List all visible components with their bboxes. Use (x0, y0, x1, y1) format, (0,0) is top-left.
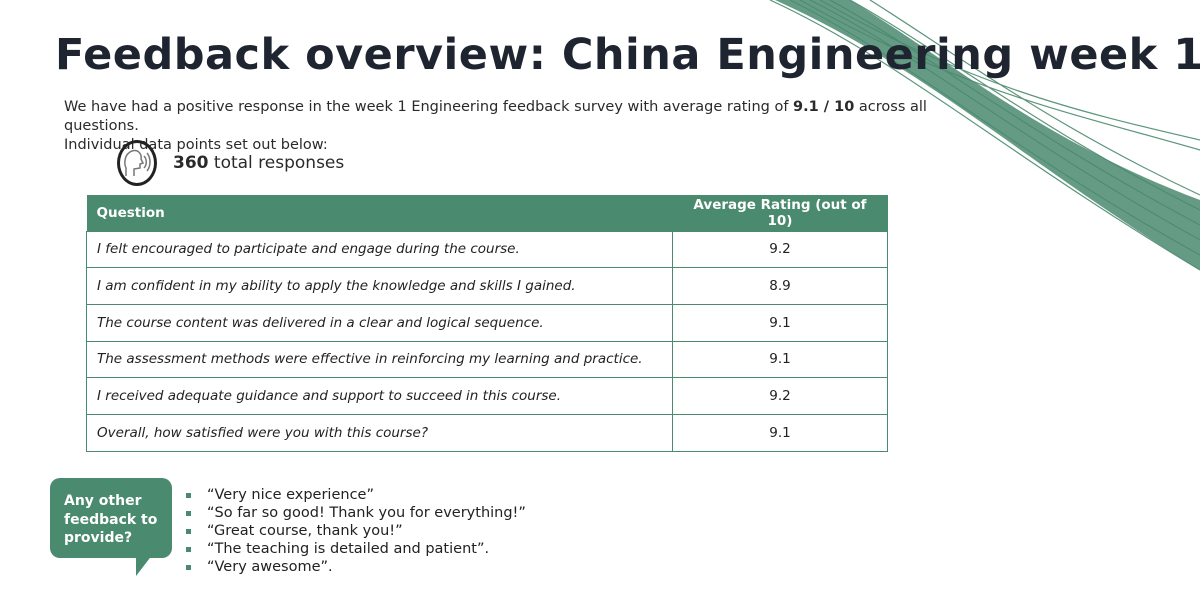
rating: 8.9 (672, 267, 888, 305)
bullet-icon (186, 492, 191, 498)
speech-bubble-tail (136, 550, 156, 576)
question: Overall, how satisfied were you with thi… (86, 413, 673, 452)
bullet-icon (186, 528, 191, 534)
header-question: Question (86, 195, 673, 231)
table-row: The assessment methods were effective in… (86, 340, 888, 379)
question: I felt encouraged to participate and eng… (86, 230, 673, 269)
rating: 9.2 (672, 230, 888, 269)
bullet-icon (186, 510, 191, 516)
header-rating: Average Rating (out of 10) (672, 195, 888, 231)
response-label: total responses (208, 153, 345, 173)
question: The assessment methods were effective in… (86, 340, 673, 379)
ratings-table: Question Average Rating (out of 10) I fe… (86, 195, 888, 452)
list-item: “Very nice experience” (186, 486, 526, 504)
question: The course content was delivered in a cl… (86, 303, 673, 342)
comment: “So far so good! Thank you for everythin… (207, 505, 526, 521)
rating: 9.1 (672, 340, 888, 379)
rating: 9.1 (672, 303, 888, 342)
table-row: I am confident in my ability to apply th… (86, 267, 888, 305)
list-item: “Great course, thank you!” (186, 522, 526, 540)
response-count: 360 (173, 153, 209, 173)
comment: “The teaching is detailed and patient”. (207, 541, 490, 557)
rating: 9.2 (672, 377, 888, 415)
page-title: Feedback overview: China Engineering wee… (55, 30, 1200, 80)
question: I received adequate guidance and support… (86, 377, 673, 415)
intro-pre: We have had a positive response in the w… (64, 99, 794, 115)
intro-post: across all questions. (64, 99, 927, 134)
table-row: I felt encouraged to participate and eng… (86, 230, 888, 269)
feedback-speech-bubble: Any other feedback to provide? (50, 478, 172, 558)
feedback-list: “Very nice experience” “So far so good! … (186, 486, 526, 576)
comment: “Very nice experience” (207, 487, 374, 503)
list-item: “Very awesome”. (186, 558, 526, 576)
comment: “Great course, thank you!” (207, 523, 403, 539)
list-item: “The teaching is detailed and patient”. (186, 540, 526, 558)
bullet-icon (186, 546, 191, 552)
question: I am confident in my ability to apply th… (86, 267, 673, 305)
list-item: “So far so good! Thank you for everythin… (186, 504, 526, 522)
table-row: I received adequate guidance and support… (86, 377, 888, 415)
average-rating: 9.1 / 10 (793, 99, 855, 115)
total-responses: 360 total responses (117, 140, 344, 186)
intro-text: We have had a positive response in the w… (64, 98, 964, 155)
comment: “Very awesome”. (207, 559, 333, 575)
bullet-icon (186, 564, 191, 570)
speaking-head-icon (117, 140, 157, 186)
table-row: Overall, how satisfied were you with thi… (86, 413, 888, 452)
table-row: The course content was delivered in a cl… (86, 303, 888, 342)
rating: 9.1 (672, 413, 888, 452)
